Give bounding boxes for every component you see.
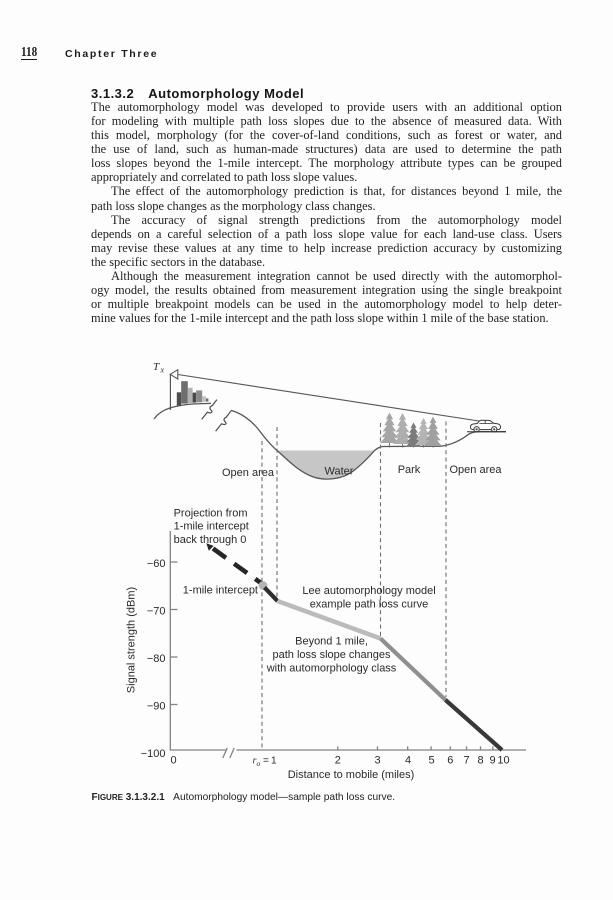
svg-text:−80: −80 [147,653,166,665]
svg-text:4: 4 [405,755,411,767]
svg-text:Beyond 1 mile,: Beyond 1 mile, [295,636,368,648]
svg-text:2: 2 [335,755,341,767]
svg-text:Open area: Open area [222,467,275,479]
svg-text:0: 0 [170,755,176,767]
svg-text:1: 1 [271,756,277,767]
svg-text:r: r [253,756,257,767]
svg-text:Lee automorphology model: Lee automorphology model [302,585,435,597]
svg-text:5: 5 [428,755,434,767]
svg-text:3: 3 [374,755,380,767]
svg-text:10: 10 [497,755,509,767]
svg-text:Signal strength (dBm): Signal strength (dBm) [126,587,138,693]
svg-text:1-mile intercept: 1-mile intercept [183,584,258,596]
svg-text:path loss slope changes: path loss slope changes [272,649,391,661]
svg-text:=: = [263,756,269,767]
svg-text:Distance to mobile (miles): Distance to mobile (miles) [288,769,415,781]
svg-text:T: T [153,361,160,373]
svg-text:Water: Water [325,466,354,478]
svg-text:6: 6 [447,755,453,767]
svg-text:9: 9 [489,755,495,767]
svg-text:with automorphology class: with automorphology class [266,663,397,675]
svg-text:7: 7 [463,755,469,767]
svg-text:−70: −70 [147,606,166,618]
svg-text:−90: −90 [147,701,166,713]
svg-text:8: 8 [477,755,483,767]
svg-text:Park: Park [398,464,421,476]
svg-text:back through 0: back through 0 [174,534,247,546]
svg-text:o: o [257,759,261,768]
svg-text:x: x [160,366,165,375]
svg-text:Open area: Open area [450,464,503,476]
svg-text:example path loss curve: example path loss curve [310,599,429,611]
svg-text:−60: −60 [147,558,166,570]
svg-text:−100: −100 [141,748,166,760]
svg-text:1-mile intercept: 1-mile intercept [174,521,249,533]
svg-text:Projection from: Projection from [174,508,248,520]
